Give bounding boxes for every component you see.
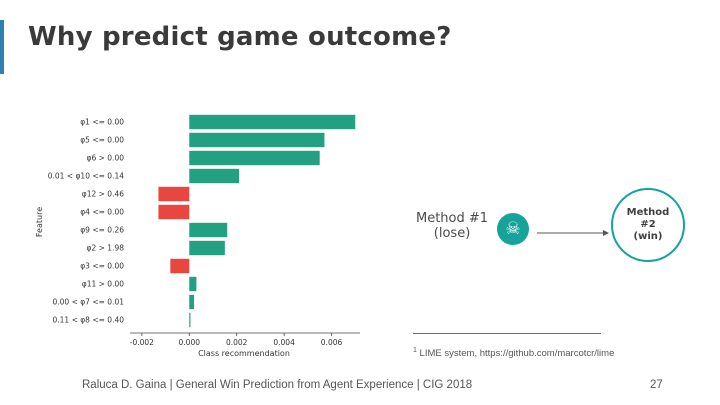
- chart-bars: [158, 114, 356, 328]
- method-2-outcome: (win): [633, 231, 663, 242]
- chart-x-axis: -0.002 0.000 0.002 0.004 0.006: [130, 332, 360, 347]
- chart-x-tick-label: 0.002: [226, 338, 248, 347]
- chart-x-axis-label: Class recommendation: [198, 349, 290, 358]
- method-1-title: Method #1: [416, 211, 489, 226]
- footnote-divider: [413, 333, 601, 334]
- feature-importance-chart: φ1 <= 0.00 φ5 <= 0.00 φ6 > 0.00 0.01 < φ10 …: [35, 114, 360, 358]
- chart-y-tick-label: 0.01 < φ10 <= 0.14: [48, 172, 125, 181]
- chart-bar: [189, 132, 325, 148]
- title-accent-bar: [0, 20, 4, 74]
- chart-bar: [189, 276, 197, 292]
- method-1-outcome: (lose): [433, 226, 471, 241]
- footnote-marker: 1: [413, 347, 417, 354]
- chart-bar: [189, 222, 228, 238]
- chart-bar: [189, 150, 320, 166]
- slide-footer: Raluca D. Gaina | General Win Prediction…: [82, 379, 473, 391]
- chart-y-axis-label: Feature: [35, 207, 44, 237]
- arrow-right-icon: [537, 230, 609, 236]
- chart-y-tick-label: φ4 <= 0.00: [80, 208, 124, 217]
- method-2-circle: Method #2 (win): [611, 188, 685, 262]
- chart-y-tick-label: φ3 <= 0.00: [80, 262, 124, 271]
- chart-y-tick-label: φ12 > 0.46: [82, 190, 124, 199]
- chart-y-tick-label: φ2 > 1.98: [87, 244, 125, 253]
- chart-bar: [158, 204, 190, 220]
- chart-x-tick-label: 0.006: [321, 338, 343, 347]
- chart-bar: [189, 168, 240, 184]
- chart-y-tick-label: φ6 > 0.00: [87, 154, 125, 163]
- skull-icon: ☠: [497, 213, 529, 245]
- method-2-number: #2: [640, 219, 656, 230]
- chart-bar: [189, 114, 356, 130]
- slide-title: Why predict game outcome?: [28, 22, 452, 52]
- chart-y-tick-label: φ11 > 0.00: [82, 280, 124, 289]
- chart-y-tick-label: φ5 <= 0.00: [80, 136, 124, 145]
- chart-y-tick-label: φ1 <= 0.00: [80, 118, 124, 127]
- chart-bar: [189, 312, 191, 328]
- chart-bar: [158, 186, 190, 202]
- method-2-title: Method: [626, 207, 670, 218]
- chart-y-tick-label: 0.00 < φ7 <= 0.01: [52, 298, 124, 307]
- chart-y-tick-labels: φ1 <= 0.00 φ5 <= 0.00 φ6 > 0.00 0.01 < φ10 …: [48, 118, 125, 325]
- chart-y-tick-label: 0.11 < φ8 <= 0.40: [52, 316, 124, 325]
- chart-x-tick-label: -0.002: [130, 338, 154, 347]
- footnote: 1 LIME system, https://github.com/marcot…: [413, 347, 614, 359]
- page-number: 27: [650, 379, 663, 391]
- chart-bar: [189, 240, 225, 256]
- chart-y-tick-label: φ9 <= 0.26: [80, 226, 124, 235]
- footnote-text: LIME system, https://github.com/marcotcr…: [419, 348, 615, 360]
- chart-x-tick-label: 0.000: [179, 338, 201, 347]
- chart-bar: [189, 294, 195, 310]
- method-1-label: Method #1 (lose): [416, 211, 488, 241]
- chart-bar: [170, 258, 190, 274]
- chart-x-tick-label: 0.004: [273, 338, 295, 347]
